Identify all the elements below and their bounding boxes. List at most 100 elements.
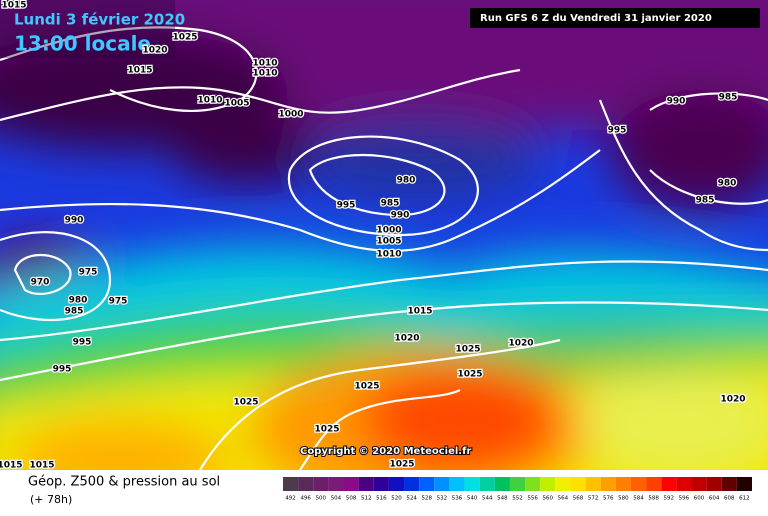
isobar-label: 1010 — [252, 59, 277, 69]
header-backdrop — [0, 0, 175, 58]
colorbar-label: 516 — [376, 496, 387, 502]
colorbar-label: 608 — [724, 496, 735, 502]
isobar-label: 985 — [719, 93, 738, 103]
colorbar-label: 588 — [648, 496, 659, 502]
isobar-label: 975 — [79, 268, 98, 278]
colorbar-swatch — [404, 477, 420, 491]
colorbar-label: 560 — [543, 496, 554, 502]
isobar-label: 1020 — [720, 395, 745, 405]
colorbar-swatch — [479, 477, 495, 491]
colorbar-swatch — [615, 477, 631, 491]
isobar-label: 1025 — [457, 370, 482, 380]
colorbar-swatch — [646, 477, 662, 491]
legend-title: Géop. Z500 & pression au sol — [28, 475, 220, 490]
colorbar-label: 572 — [588, 496, 599, 502]
colorbar-swatch — [419, 477, 435, 491]
lead-time: (+ 78h) — [30, 493, 72, 506]
colorbar-swatch — [676, 477, 692, 491]
colorbar-swatch — [358, 477, 374, 491]
colorbar-swatch — [570, 477, 586, 491]
colorbar-swatch — [328, 477, 344, 491]
isobar-label: 1005 — [376, 237, 401, 247]
isobar-label: 1010 — [252, 69, 277, 79]
isobar-label: 1025 — [314, 425, 339, 435]
isobar-label: 995 — [608, 126, 627, 136]
forecast-date: Lundi 3 février 2020 — [14, 11, 185, 29]
colorbar-swatch — [691, 477, 707, 491]
colorbar-swatch — [494, 477, 510, 491]
isobar-label: 995 — [53, 365, 72, 375]
isobar-label: 1005 — [224, 99, 249, 109]
colorbar-label: 496 — [300, 496, 311, 502]
colorbar-label: 544 — [482, 496, 493, 502]
colorbar-swatch — [736, 477, 752, 491]
colorbar-label: 540 — [467, 496, 478, 502]
isobar-label: 980 — [397, 176, 416, 186]
colorbar-label: 508 — [346, 496, 357, 502]
colorbar-label: 536 — [452, 496, 463, 502]
colorbar-swatch — [661, 477, 677, 491]
isobar-label: 990 — [667, 97, 686, 107]
colorbar-label: 612 — [739, 496, 750, 502]
colorbar-label: 552 — [512, 496, 523, 502]
colorbar-swatch — [434, 477, 450, 491]
isobar-label: 1025 — [233, 398, 258, 408]
colorbar-swatch — [449, 477, 465, 491]
forecast-time: 13:00 locale — [14, 32, 151, 56]
isobar-label: 990 — [391, 211, 410, 221]
isobar-label: 985 — [696, 196, 715, 206]
isobar-label: 970 — [31, 278, 50, 288]
colorbar-swatch — [343, 477, 359, 491]
isobar-label: 980 — [69, 296, 88, 306]
colorbar-swatch — [313, 477, 329, 491]
colorbar-label: 596 — [679, 496, 690, 502]
colorbar-swatch — [388, 477, 405, 491]
colorbar-label: 580 — [618, 496, 629, 502]
colorbar-swatch — [600, 477, 616, 491]
isobar-label: 1000 — [376, 226, 401, 236]
isobar-label: 1020 — [508, 339, 533, 349]
colorbar-swatch — [540, 477, 556, 491]
isobar-label: 1025 — [172, 33, 197, 43]
colorbar-label: 600 — [694, 496, 705, 502]
colorbar-swatch — [373, 477, 389, 491]
colorbar-label: 604 — [709, 496, 720, 502]
colorbar-label: 504 — [331, 496, 342, 502]
isobar-label: 1025 — [389, 460, 414, 470]
run-box — [470, 8, 760, 28]
isobar-label: 1010 — [197, 96, 222, 106]
colorbar-swatch — [298, 477, 314, 491]
isobar-label: 1010 — [376, 250, 401, 260]
colorbar-swatch — [464, 477, 480, 491]
colorbar-label: 584 — [633, 496, 644, 502]
colorbar-label: 568 — [573, 496, 584, 502]
run-info: Run GFS 6 Z du Vendredi 31 janvier 2020 — [480, 13, 712, 24]
colorbar-swatch — [630, 477, 647, 491]
colorbar-label: 528 — [421, 496, 432, 502]
isobar-label: 1015 — [1, 1, 26, 11]
colorbar-label: 592 — [664, 496, 675, 502]
colorbar-label: 556 — [527, 496, 538, 502]
isobar-label: 990 — [65, 216, 84, 226]
colorbar-swatch — [585, 477, 601, 491]
isobar-label: 1015 — [127, 66, 152, 76]
isobar-label: 1015 — [407, 307, 432, 317]
isobar-label: 985 — [381, 199, 400, 209]
isobar-label: 1000 — [278, 110, 303, 120]
colorbar-swatch — [706, 477, 722, 491]
isobar-label: 1020 — [142, 46, 167, 56]
colorbar-label: 548 — [497, 496, 508, 502]
colorbar-label: 512 — [361, 496, 372, 502]
isobar-label: 995 — [73, 338, 92, 348]
isobar-label: 1025 — [354, 382, 379, 392]
colorbar-label: 500 — [316, 496, 327, 502]
colorbar-swatch — [509, 477, 526, 491]
copyright: Copyright © 2020 Meteociel.fr — [300, 446, 471, 457]
colorbar-label: 520 — [391, 496, 402, 502]
colorbar-label: 532 — [437, 496, 448, 502]
colorbar-label: 524 — [406, 496, 417, 502]
colorbar-swatch — [555, 477, 571, 491]
isobar-label: 1015 — [0, 461, 23, 471]
